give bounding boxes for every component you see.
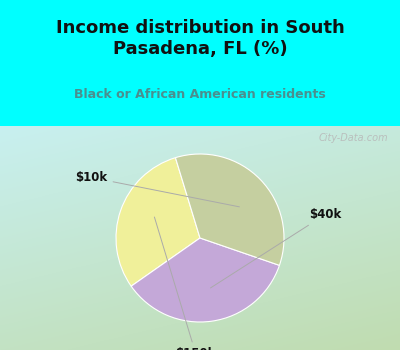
Text: Income distribution in South
Pasadena, FL (%): Income distribution in South Pasadena, F… <box>56 19 344 58</box>
Wedge shape <box>176 154 284 265</box>
Text: $150k: $150k <box>154 217 216 350</box>
Text: $40k: $40k <box>210 208 342 288</box>
Text: City-Data.com: City-Data.com <box>318 133 388 143</box>
Wedge shape <box>116 158 200 286</box>
Text: Black or African American residents: Black or African American residents <box>74 88 326 101</box>
Text: $10k: $10k <box>76 171 240 207</box>
Wedge shape <box>131 238 280 322</box>
